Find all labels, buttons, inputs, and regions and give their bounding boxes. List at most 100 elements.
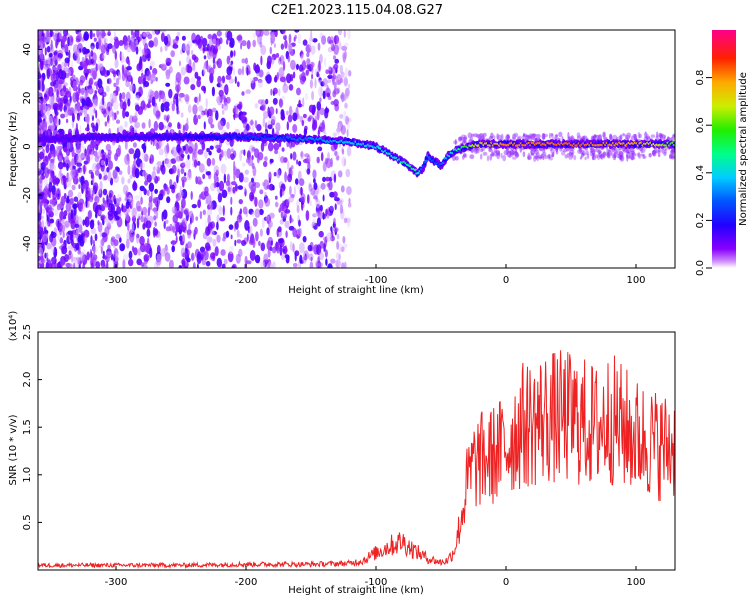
spectrogram-noise-cell	[324, 249, 328, 258]
spectrogram-noise-cell	[163, 101, 170, 108]
spectrogram-noise-cell	[236, 239, 242, 244]
spectrogram-noise-cell	[287, 55, 291, 63]
spectrogram-noise-cell	[60, 70, 67, 80]
spectrogram-noise-cell	[246, 66, 249, 76]
spectrogram-noise-cell	[508, 154, 512, 159]
spectrogram-noise-cell	[346, 146, 352, 157]
spectrogram-noise-cell	[159, 140, 164, 148]
spectrogram-noise-cell	[271, 30, 277, 33]
spectrogram-noise-cell	[94, 96, 98, 106]
spectrogram-noise-cell	[140, 196, 143, 205]
spectrogram-noise-cell	[50, 73, 57, 82]
spectrogram-noise-cell	[79, 124, 82, 135]
spectrogram-noise-cell	[142, 35, 146, 40]
spectrogram-noise-cell	[286, 121, 289, 131]
spectrogram-noise-cell	[287, 160, 290, 171]
spectrogram-noise-cell	[82, 105, 88, 115]
spectrogram-noise-cell	[59, 168, 62, 177]
spectrogram-noise-cell	[68, 250, 72, 256]
spectrogram-noise-cell	[241, 240, 247, 246]
spectrogram-noise-cell	[41, 220, 45, 229]
spectrogram-noise-cell	[347, 121, 350, 130]
spectrogram-noise-cell	[265, 98, 269, 105]
spectrogram-noise-cell	[77, 216, 83, 226]
spectrogram-noise-cell	[144, 180, 149, 186]
spectrogram-noise-cell	[283, 34, 287, 41]
spectrogram-noise-cell	[274, 201, 279, 208]
spectrogram-noise-cell	[244, 169, 249, 175]
spectrogram-noise-cell	[209, 229, 215, 236]
spectrogram-noise-cell	[73, 206, 77, 216]
spectrogram-noise-cell	[458, 136, 463, 142]
colorbar-tick-label: 0.0	[695, 260, 706, 276]
spectrogram-noise-cell	[165, 69, 171, 76]
spectrogram-noise-cell	[130, 222, 135, 234]
spectrogram-noise-cell	[44, 47, 47, 56]
spectrogram-noise-cell	[341, 148, 345, 155]
spectrogram-noise-cell	[322, 78, 328, 87]
spectrogram-noise-cell	[66, 263, 73, 268]
spectrogram-noise-cell	[181, 153, 185, 159]
spectrogram-noise-cell	[166, 114, 170, 121]
spectrogram-noise-cell	[218, 180, 225, 192]
spectrogram-noise-cell	[337, 170, 343, 178]
spectrogram-noise-cell	[279, 76, 286, 83]
spectrogram-noise-cell	[565, 148, 570, 152]
spectrogram-noise-cell	[479, 133, 484, 138]
spectrogram-noise-cell	[207, 214, 211, 225]
spectrogram-noise-cell	[191, 204, 197, 209]
spectrogram-noise-cell	[91, 67, 98, 78]
spectrogram-noise-cell	[104, 121, 108, 127]
spectrogram-noise-cell	[333, 227, 339, 233]
spectrogram-noise-cell	[288, 42, 292, 52]
spectrogram-noise-cell	[160, 102, 165, 113]
spectrogram-noise-cell	[274, 74, 278, 82]
spectrogram-noise-cell	[208, 150, 212, 156]
spectrogram-noise-cell	[80, 140, 84, 149]
spectrogram-noise-cell	[550, 132, 553, 137]
spectrogram-noise-cell	[184, 94, 190, 102]
spectrogram-noise-cell	[141, 122, 146, 129]
spectrogram-noise-cell	[135, 95, 140, 101]
spectrogram-noise-cell	[322, 90, 326, 100]
spectrogram-noise-cell	[330, 258, 336, 264]
spectrogram-noise-cell	[63, 174, 66, 186]
spectrogram-noise-cell	[277, 226, 282, 233]
spectrogram-noise-cell	[266, 185, 271, 190]
spectrogram-noise-cell	[286, 110, 289, 116]
spectrogram-noise-cell	[182, 145, 186, 151]
spectrogram-noise-cell	[555, 134, 558, 138]
spectrogram-noise-cell	[204, 150, 208, 159]
spectrogram-noise-cell	[256, 124, 262, 132]
spectrogram-noise-cell	[333, 99, 339, 107]
spectrogram-noise-cell	[99, 180, 103, 191]
spectrogram-noise-cell	[124, 120, 128, 128]
spectrogram-noise-cell	[252, 217, 258, 227]
spectrogram-noise-cell	[201, 258, 207, 266]
snr-panel: -300 -200 -100 0 100 0.5 1.0 1.5 2.0 2.5 Height …	[8, 311, 676, 596]
spectrogram-noise-cell	[290, 165, 294, 170]
spectrogram-noise-cell	[131, 221, 137, 231]
spectrogram-noise-cell	[186, 50, 190, 56]
spectrogram-noise-cell	[134, 115, 137, 123]
spectrogram-noise-cell	[53, 51, 58, 56]
spectrogram-noise-cell	[205, 97, 208, 109]
spectrogram-noise-cell	[80, 87, 85, 96]
spectrogram-noise-cell	[194, 142, 198, 151]
spectrogram-noise-cell	[290, 59, 296, 70]
spectrogram-noise-cell	[321, 35, 327, 45]
spectrogram-noise-cell	[223, 150, 228, 157]
spectrogram-noise-cell	[629, 149, 635, 153]
spectrogram-noise-cell	[98, 188, 103, 198]
spectrogram-noise-cell	[160, 46, 163, 53]
spectrogram-noise-cell	[153, 206, 156, 215]
spectrogram-noise-cell	[318, 77, 322, 83]
spectrogram-noise-cell	[135, 104, 140, 112]
spectrogram-noise-cell	[45, 252, 49, 259]
spectrogram-noise-cell	[112, 44, 117, 54]
spectrogram-noise-cell	[210, 123, 215, 129]
spectrogram-noise-cell	[480, 148, 484, 153]
spectrogram-noise-cell	[55, 145, 61, 152]
spectrogram-noise-cell	[302, 39, 308, 46]
spectrogram-noise-cell	[217, 75, 222, 85]
